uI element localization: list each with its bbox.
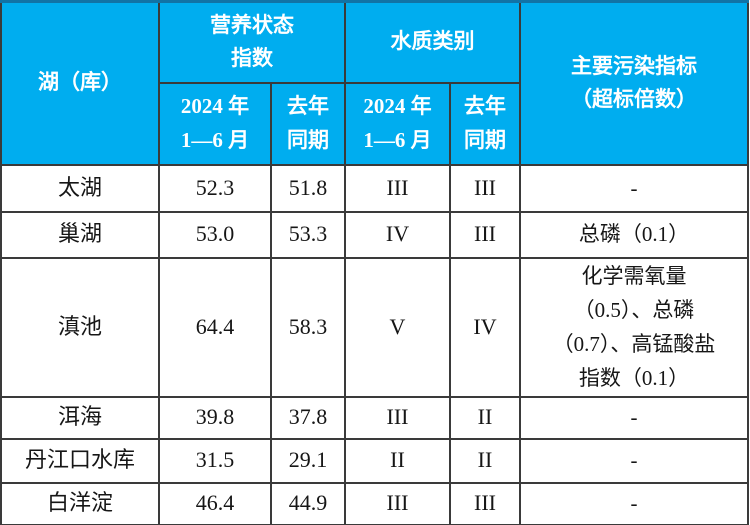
subheader-quality-lastyear: 去年 同期 bbox=[449, 81, 521, 166]
subheader-quality-2024: 2024 年 1—6 月 bbox=[344, 81, 451, 166]
wq-class-lastyear: III bbox=[449, 481, 521, 525]
table-body: 太湖 52.3 51.8 III III - 巢湖 53.0 53.3 IV I… bbox=[0, 163, 749, 525]
wq-class-lastyear: III bbox=[449, 210, 521, 259]
wq-class-2024: III bbox=[344, 163, 451, 213]
tsi-lastyear: 37.8 bbox=[270, 395, 346, 440]
header-group-water-quality: 水质类别 bbox=[344, 0, 521, 84]
pollutant-cell: 化学需氧量 （0.5）、总磷 （0.7）、高锰酸盐 指数（0.1） bbox=[519, 256, 749, 398]
pollutant-cell: - bbox=[519, 437, 749, 484]
wq-class-lastyear: II bbox=[449, 437, 521, 484]
tsi-lastyear: 51.8 bbox=[270, 163, 346, 213]
tsi-lastyear: 44.9 bbox=[270, 481, 346, 525]
wq-class-2024: V bbox=[344, 256, 451, 398]
wq-class-2024: III bbox=[344, 481, 451, 525]
header-lake: 湖（库） bbox=[0, 0, 160, 166]
wq-class-2024: II bbox=[344, 437, 451, 484]
subheader-nutrition-2024: 2024 年 1—6 月 bbox=[158, 81, 272, 166]
header-group-nutrition-index: 营养状态 指数 bbox=[158, 0, 346, 84]
pollutant-cell: 总磷（0.1） bbox=[519, 210, 749, 259]
subheader-nutrition-lastyear: 去年 同期 bbox=[270, 81, 346, 166]
table-row-erhai: 洱海 39.8 37.8 III II - bbox=[0, 395, 749, 440]
table-row-dianchi: 滇池 64.4 58.3 V IV 化学需氧量 （0.5）、总磷 （0.7）、高… bbox=[0, 256, 749, 398]
wq-class-lastyear: II bbox=[449, 395, 521, 440]
wq-class-lastyear: IV bbox=[449, 256, 521, 398]
table-row-taihu: 太湖 52.3 51.8 III III - bbox=[0, 163, 749, 213]
table-row-danjiangkou: 丹江口水库 31.5 29.1 II II - bbox=[0, 437, 749, 484]
lake-name: 丹江口水库 bbox=[0, 437, 160, 484]
lake-name: 洱海 bbox=[0, 395, 160, 440]
table-row-baiyangdian: 白洋淀 46.4 44.9 III III - bbox=[0, 481, 749, 525]
wq-class-lastyear: III bbox=[449, 163, 521, 213]
lake-name: 太湖 bbox=[0, 163, 160, 213]
header-main-pollutants: 主要污染指标 （超标倍数） bbox=[519, 0, 749, 166]
pollutant-cell: - bbox=[519, 395, 749, 440]
pollutant-cell: - bbox=[519, 481, 749, 525]
tsi-lastyear: 58.3 bbox=[270, 256, 346, 398]
wq-class-2024: IV bbox=[344, 210, 451, 259]
tsi-2024: 46.4 bbox=[158, 481, 272, 525]
tsi-2024: 53.0 bbox=[158, 210, 272, 259]
tsi-2024: 52.3 bbox=[158, 163, 272, 213]
tsi-lastyear: 29.1 bbox=[270, 437, 346, 484]
lake-name: 滇池 bbox=[0, 256, 160, 398]
wq-class-2024: III bbox=[344, 395, 451, 440]
lake-name: 巢湖 bbox=[0, 210, 160, 259]
tsi-lastyear: 53.3 bbox=[270, 210, 346, 259]
tsi-2024: 39.8 bbox=[158, 395, 272, 440]
pollutant-cell: - bbox=[519, 163, 749, 213]
lake-name: 白洋淀 bbox=[0, 481, 160, 525]
table-header: 湖（库） 营养状态 指数 水质类别 主要污染指标 （超标倍数） 2024 年 1… bbox=[0, 0, 749, 166]
table-row-chaohu: 巢湖 53.0 53.3 IV III 总磷（0.1） bbox=[0, 210, 749, 259]
tsi-2024: 64.4 bbox=[158, 256, 272, 398]
tsi-2024: 31.5 bbox=[158, 437, 272, 484]
